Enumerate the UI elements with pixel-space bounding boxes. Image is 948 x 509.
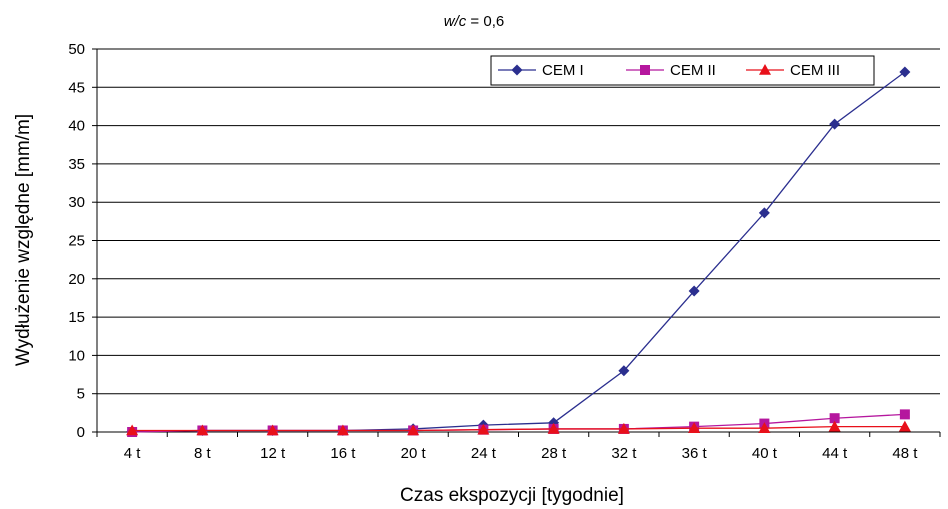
series-group bbox=[126, 66, 911, 437]
legend: CEM I CEM II CEM III bbox=[490, 55, 875, 86]
y-axis-title: Wydłużenie względne [mm/m] bbox=[13, 114, 34, 366]
series-0 bbox=[126, 66, 911, 437]
x-tick-label-9: 40 t bbox=[752, 445, 778, 462]
legend-label-2: CEM III bbox=[790, 62, 840, 79]
x-tick-label-2: 12 t bbox=[260, 445, 286, 462]
legend-marker-0 bbox=[511, 64, 523, 76]
y-tick-label-7: 35 bbox=[68, 156, 85, 173]
x-tick-label-6: 28 t bbox=[541, 445, 567, 462]
data-point-0-11 bbox=[899, 66, 911, 78]
legend-box bbox=[490, 55, 875, 86]
chart-title-italic: w/c bbox=[444, 13, 467, 30]
x-tick-label-5: 24 t bbox=[471, 445, 497, 462]
chart-title: w/c = 0,6 bbox=[444, 13, 504, 30]
legend-label-0: CEM I bbox=[542, 62, 584, 79]
data-point-2-1 bbox=[196, 424, 209, 436]
data-point-2-7 bbox=[617, 422, 630, 434]
legend-marker-1 bbox=[640, 65, 650, 75]
legend-label-1: CEM II bbox=[670, 62, 716, 79]
data-point-0-10 bbox=[829, 118, 841, 130]
data-point-2-5 bbox=[477, 423, 490, 435]
data-point-0-7 bbox=[618, 365, 630, 377]
x-tick-label-11: 48 t bbox=[892, 445, 918, 462]
gridlines bbox=[97, 48, 940, 395]
series-line-2 bbox=[132, 425, 905, 432]
y-tick-label-6: 30 bbox=[68, 194, 85, 211]
legend-marker-2 bbox=[759, 64, 771, 75]
data-point-2-6 bbox=[547, 422, 560, 434]
data-point-2-0 bbox=[126, 424, 139, 436]
y-tick-label-10: 50 bbox=[68, 41, 85, 58]
data-point-2-4 bbox=[407, 424, 420, 436]
data-point-0-8 bbox=[688, 285, 700, 297]
data-point-1-11 bbox=[899, 409, 910, 420]
y-tick-label-9: 45 bbox=[68, 79, 85, 96]
y-tick-label-0: 0 bbox=[77, 424, 85, 441]
y-tick-label-5: 25 bbox=[68, 233, 85, 250]
x-tick-label-7: 32 t bbox=[611, 445, 637, 462]
series-2 bbox=[126, 420, 911, 436]
axes bbox=[92, 48, 941, 437]
data-point-2-11 bbox=[898, 420, 911, 432]
y-tick-label-4: 20 bbox=[68, 271, 85, 288]
x-tick-label-8: 36 t bbox=[682, 445, 708, 462]
x-tick-label-10: 44 t bbox=[822, 445, 848, 462]
x-tick-label-0: 4 t bbox=[124, 445, 142, 462]
x-tick-labels: 4 t 8 t 12 t 16 t 20 t 24 t 28 t 32 t 36 t 40 t 44… bbox=[124, 445, 918, 462]
y-tick-label-3: 15 bbox=[68, 309, 85, 326]
y-tick-label-2: 10 bbox=[68, 347, 85, 364]
data-point-2-3 bbox=[336, 424, 349, 436]
chart-title-rest: = 0,6 bbox=[466, 13, 504, 30]
x-tick-label-3: 16 t bbox=[330, 445, 356, 462]
x-tick-label-1: 8 t bbox=[194, 445, 212, 462]
x-axis-title: Czas ekspozycji [tygodnie] bbox=[400, 485, 624, 506]
data-point-2-10 bbox=[828, 420, 841, 432]
data-point-2-9 bbox=[758, 422, 771, 433]
data-point-1-10 bbox=[829, 413, 840, 424]
data-point-2-8 bbox=[688, 422, 701, 433]
y-tick-label-8: 40 bbox=[68, 118, 85, 135]
x-tick-label-4: 20 t bbox=[401, 445, 427, 462]
data-point-0-9 bbox=[758, 207, 770, 219]
y-tick-label-1: 5 bbox=[77, 386, 85, 403]
y-tick-labels: 0 5 10 15 20 25 30 35 40 45 50 bbox=[68, 41, 85, 441]
data-point-2-2 bbox=[266, 424, 279, 436]
